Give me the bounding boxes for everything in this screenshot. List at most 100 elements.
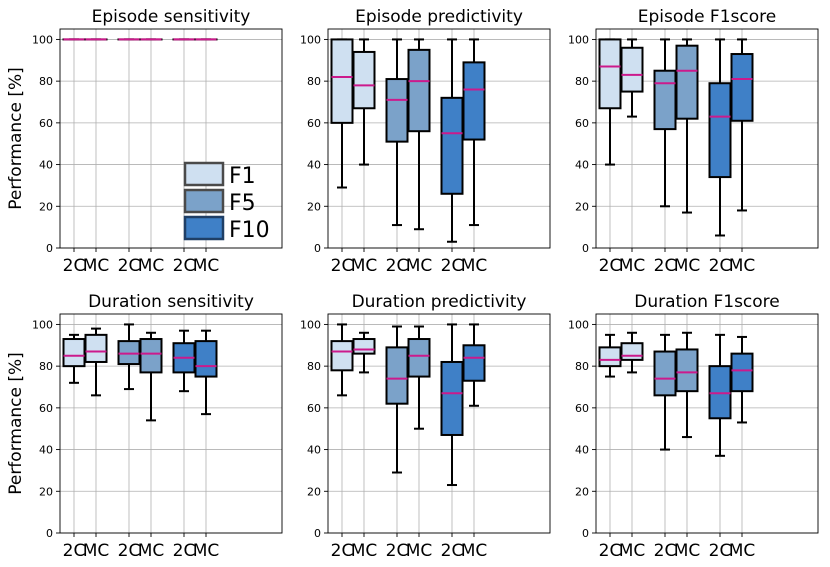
- y-tick-label: 20: [39, 485, 53, 498]
- y-tick-label: 40: [307, 159, 321, 172]
- y-tick-label: 100: [32, 318, 53, 331]
- box-body: [352, 50, 376, 110]
- y-tick-label: 40: [39, 159, 53, 172]
- box-2c-f1: [330, 323, 354, 397]
- panel-title: Duration sensitivity: [88, 292, 254, 312]
- box-body: [653, 350, 677, 397]
- box-mc-f1: [620, 38, 644, 118]
- box-body: [84, 333, 108, 363]
- x-tick-label: 2C: [654, 256, 677, 276]
- y-tick-label: 0: [46, 527, 53, 540]
- x-tick-label: 2C: [709, 541, 732, 561]
- y-tick-label: 40: [575, 159, 589, 172]
- x-tick-label: MC: [351, 541, 378, 561]
- box-mc-f1: [620, 331, 644, 374]
- box-body: [730, 53, 754, 122]
- box-body: [598, 38, 622, 110]
- y-tick-label: 80: [307, 75, 321, 88]
- panel-title: Duration F1score: [634, 292, 780, 312]
- panel-title: Episode F1score: [638, 7, 776, 27]
- box-body: [620, 342, 644, 361]
- legend-swatch: [183, 215, 225, 241]
- x-tick-label: MC: [406, 541, 433, 561]
- box-body: [653, 69, 677, 131]
- box-2c-f5: [117, 323, 141, 391]
- y-tick-label: 60: [307, 402, 321, 415]
- x-tick-label: MC: [406, 256, 433, 276]
- y-tick-label: 20: [307, 485, 321, 498]
- box-body: [330, 340, 354, 372]
- box-mc-f10: [462, 323, 486, 407]
- x-tick-label: MC: [138, 541, 165, 561]
- y-tick-label: 80: [575, 360, 589, 373]
- x-tick-label: MC: [461, 541, 488, 561]
- y-tick-label: 0: [314, 242, 321, 255]
- box-body: [598, 346, 622, 368]
- x-tick-label: 2C: [118, 541, 141, 561]
- box-2c-f1: [598, 333, 622, 378]
- box-body: [139, 338, 163, 374]
- box-2c-f10: [708, 333, 732, 457]
- box-2c-f10: [708, 38, 732, 237]
- x-tick-label: MC: [619, 256, 646, 276]
- panel-title: Duration predictivity: [352, 292, 527, 312]
- x-tick-label: MC: [674, 256, 701, 276]
- x-tick-label: 2C: [173, 256, 196, 276]
- box-body: [708, 82, 732, 179]
- x-tick-label: 2C: [599, 541, 622, 561]
- x-tick-label: MC: [619, 541, 646, 561]
- box-mc-f5: [407, 38, 431, 231]
- x-tick-label: MC: [193, 256, 220, 276]
- axes-frame: [327, 313, 551, 534]
- y-tick-label: 60: [575, 402, 589, 415]
- y-axis-label: Performance [%]: [6, 67, 26, 210]
- y-tick-label: 60: [39, 402, 53, 415]
- box-body: [385, 346, 409, 405]
- y-tick-label: 0: [582, 242, 589, 255]
- axes-frame: [595, 313, 819, 534]
- y-tick-label: 80: [39, 360, 53, 373]
- box-body: [407, 48, 431, 133]
- box-mc-f5: [675, 331, 699, 439]
- box-body: [352, 338, 376, 355]
- y-tick-label: 100: [32, 33, 53, 46]
- box-body: [385, 78, 409, 143]
- x-tick-label: 2C: [441, 541, 464, 561]
- box-mc-f1: [352, 331, 376, 374]
- y-tick-label: 60: [575, 117, 589, 130]
- box-body: [462, 61, 486, 141]
- box-body: [620, 46, 644, 93]
- legend-label: F10: [229, 218, 270, 243]
- y-tick-label: 80: [307, 360, 321, 373]
- legend-label: F1: [229, 164, 256, 189]
- box-2c-f5: [653, 38, 677, 208]
- box-mc-f10: [730, 335, 754, 424]
- box-mc-f1: [84, 327, 108, 397]
- box-mc-f5: [407, 325, 431, 430]
- x-tick-label: 2C: [709, 256, 732, 276]
- y-tick-label: 20: [575, 485, 589, 498]
- y-tick-label: 20: [575, 200, 589, 213]
- y-tick-label: 40: [307, 444, 321, 457]
- x-tick-label: MC: [461, 256, 488, 276]
- box-mc-f10: [194, 329, 218, 416]
- x-tick-label: 2C: [386, 541, 409, 561]
- y-tick-label: 40: [575, 444, 589, 457]
- box-body: [730, 352, 754, 393]
- box-2c-f1: [62, 333, 86, 384]
- y-tick-label: 0: [46, 242, 53, 255]
- box-body: [330, 38, 354, 124]
- box-mc-f5: [675, 38, 699, 214]
- x-tick-label: 2C: [654, 541, 677, 561]
- legend-item-f1: F1: [183, 161, 256, 189]
- legend-swatch: [183, 161, 225, 187]
- box-body: [440, 360, 464, 436]
- x-tick-label: 2C: [599, 256, 622, 276]
- box-2c-f10: [172, 329, 196, 393]
